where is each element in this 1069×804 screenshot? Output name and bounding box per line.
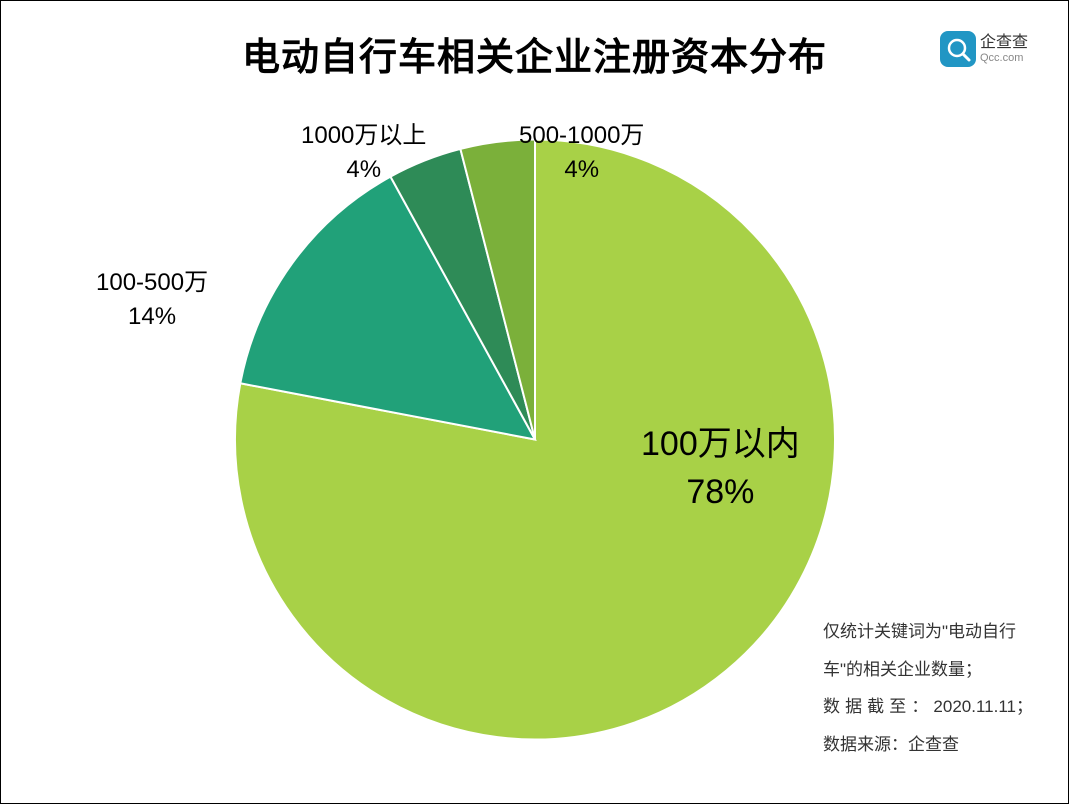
slice-label-0: 100万以内78%: [641, 421, 800, 516]
footnote: 仅统计关键词为"电动自行车"的相关企业数量； 数据截至：2020.11.11； …: [823, 613, 1033, 763]
slice-label-name: 100-500万: [96, 266, 208, 300]
slice-label-percent: 4%: [519, 153, 644, 187]
qcc-logo-icon: [940, 31, 976, 67]
logo-text: 企查查 Qcc.com: [980, 34, 1028, 64]
chart-title: 电动自行车相关企业注册资本分布: [1, 26, 1068, 81]
slice-label-percent: 4%: [301, 153, 426, 187]
slice-label-2: 1000万以上4%: [301, 119, 426, 186]
brand-logo: 企查查 Qcc.com: [940, 31, 1028, 67]
slice-label-percent: 14%: [96, 300, 208, 334]
footnote-line2: 数据截至：2020.11.11；: [823, 688, 1033, 725]
slice-label-3: 500-1000万4%: [519, 119, 644, 186]
slice-label-name: 500-1000万: [519, 119, 644, 153]
footnote-line3: 数据来源：企查查: [823, 726, 1033, 763]
footnote-line1: 仅统计关键词为"电动自行车"的相关企业数量；: [823, 613, 1033, 688]
slice-label-name: 100万以内: [641, 421, 800, 469]
logo-cn: 企查查: [980, 34, 1028, 52]
slice-label-percent: 78%: [641, 469, 800, 517]
slice-label-name: 1000万以上: [301, 119, 426, 153]
logo-en: Qcc.com: [980, 52, 1028, 64]
slice-label-1: 100-500万14%: [96, 266, 208, 333]
